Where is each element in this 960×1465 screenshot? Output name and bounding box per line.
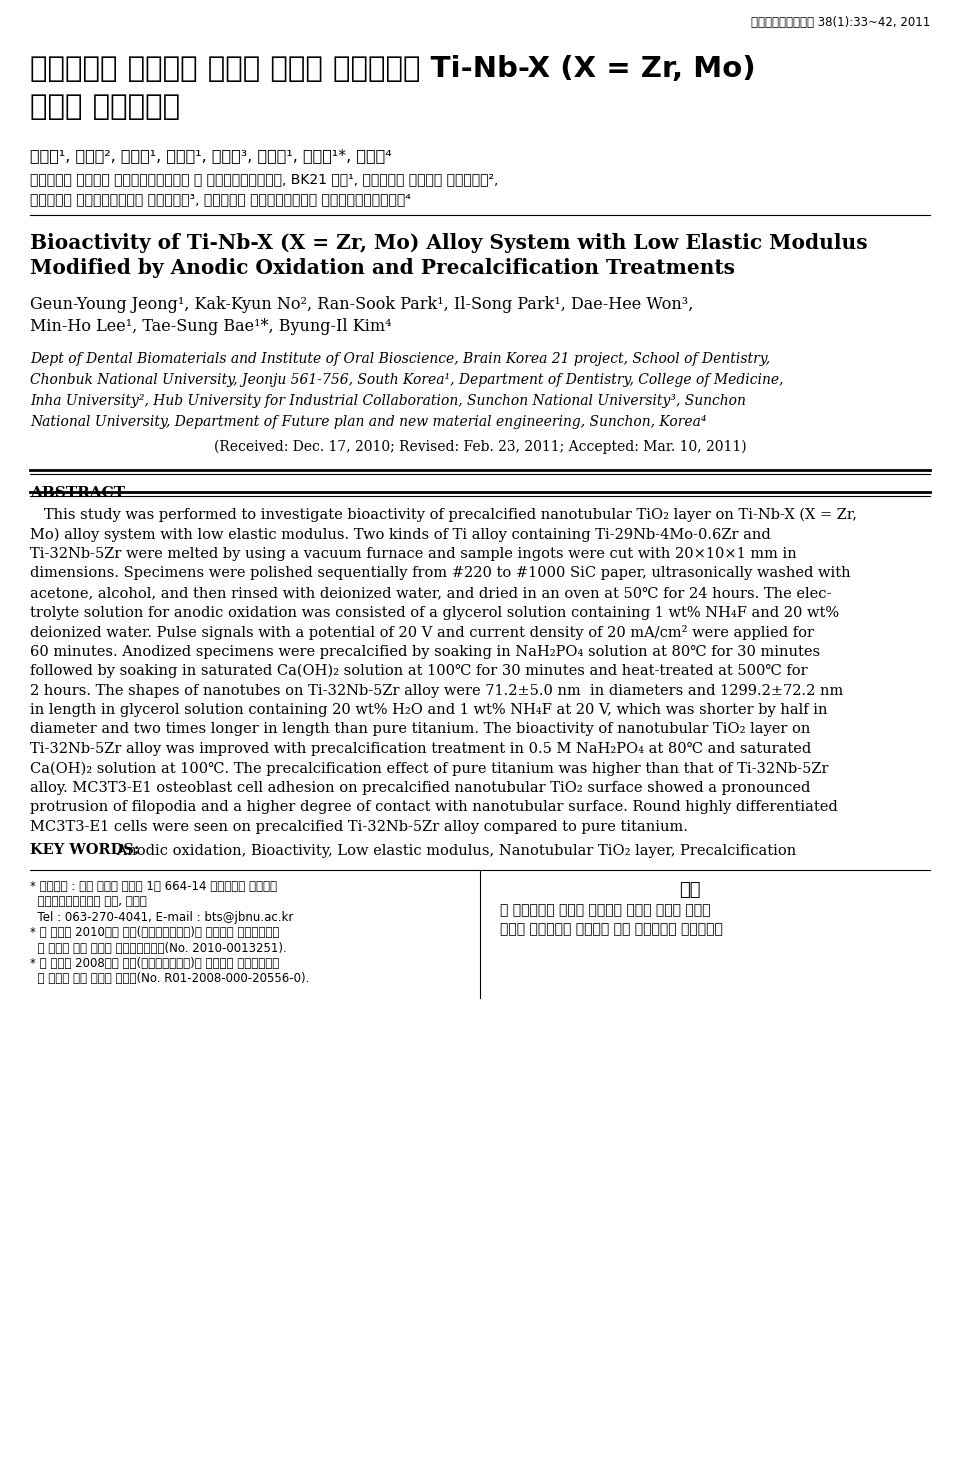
Text: Geun-Young Jeong¹, Kak-Kyun No², Ran-Sook Park¹, Il-Song Park¹, Dae-Hee Won³,: Geun-Young Jeong¹, Kak-Kyun No², Ran-Soo… bbox=[30, 296, 693, 314]
Text: KEY WORDS:: KEY WORDS: bbox=[30, 844, 139, 857]
Text: 2 hours. The shapes of nanotubes on Ti-32Nb-5Zr alloy were 71.2±5.0 nm  in diame: 2 hours. The shapes of nanotubes on Ti-3… bbox=[30, 684, 843, 697]
Text: 전북대학교 치과대학 치과생체재료학교실 및 구강생체과학연구소, BK21 사업¹, 인하대학교 의과대학 치과학교실²,: 전북대학교 치과대학 치과생체재료학교실 및 구강생체과학연구소, BK21 사… bbox=[30, 171, 498, 186]
Text: Anodic oxidation, Bioactivity, Low elastic modulus, Nanotubular TiO₂ layer, Prec: Anodic oxidation, Bioactivity, Low elast… bbox=[112, 844, 796, 857]
Text: Min-Ho Lee¹, Tae-Sung Bae¹*, Byung-Il Kim⁴: Min-Ho Lee¹, Tae-Sung Bae¹*, Byung-Il Ki… bbox=[30, 318, 392, 335]
Text: * 이 논문은 2010년도 정부(교육과학기술부)의 재원으로 한국연구재단: * 이 논문은 2010년도 정부(교육과학기술부)의 재원으로 한국연구재단 bbox=[30, 926, 279, 939]
Text: 치과생체재료학교실 교수, 배태성: 치과생체재료학교실 교수, 배태성 bbox=[30, 895, 147, 908]
Text: (Received: Dec. 17, 2010; Revised: Feb. 23, 2011; Accepted: Mar. 10, 2011): (Received: Dec. 17, 2010; Revised: Feb. … bbox=[214, 440, 746, 454]
Text: National University, Department of Future plan and new material engineering, Sun: National University, Department of Futur… bbox=[30, 415, 707, 429]
Text: This study was performed to investigate bioactivity of precalcified nanotubular : This study was performed to investigate … bbox=[30, 508, 857, 523]
Text: dimensions. Specimens were polished sequentially from #220 to #1000 SiC paper, u: dimensions. Specimens were polished sequ… bbox=[30, 567, 851, 580]
Text: Bioactivity of Ti-Nb-X (X = Zr, Mo) Alloy System with Low Elastic Modulus: Bioactivity of Ti-Nb-X (X = Zr, Mo) Allo… bbox=[30, 233, 868, 253]
Text: Tel : 063-270-4041, E-mail : bts@jbnu.ac.kr: Tel : 063-270-4041, E-mail : bts@jbnu.ac… bbox=[30, 911, 294, 923]
Text: 정근영¹, 노각균², 박란숙¹, 박일송¹, 원대희³, 이민호¹, 배태성¹*, 김병일⁴: 정근영¹, 노각균², 박란숙¹, 박일송¹, 원대희³, 이민호¹, 배태성¹… bbox=[30, 148, 392, 163]
Text: Mo) alloy system with low elastic modulus. Two kinds of Ti alloy containing Ti-2: Mo) alloy system with low elastic modulu… bbox=[30, 527, 771, 542]
Text: Ti-32Nb-5Zr were melted by using a vacuum furnace and sample ingots were cut wit: Ti-32Nb-5Zr were melted by using a vacuu… bbox=[30, 546, 797, 561]
Text: deionized water. Pulse signals with a potential of 20 V and current density of 2: deionized water. Pulse signals with a po… bbox=[30, 626, 814, 640]
Text: 합금의 생체활성도: 합금의 생체활성도 bbox=[30, 92, 180, 122]
Text: trolyte solution for anodic oxidation was consisted of a glycerol solution conta: trolyte solution for anodic oxidation wa… bbox=[30, 605, 839, 620]
Text: ABSTRACT: ABSTRACT bbox=[30, 486, 125, 500]
Text: protrusion of filopodia and a higher degree of contact with nanotubular surface.: protrusion of filopodia and a higher deg… bbox=[30, 800, 838, 815]
Text: Chonbuk National University, Jeonju 561-756, South Korea¹, Department of Dentist: Chonbuk National University, Jeonju 561-… bbox=[30, 374, 783, 387]
Text: Modified by Anodic Oxidation and Precalcification Treatments: Modified by Anodic Oxidation and Precalc… bbox=[30, 258, 735, 278]
Text: * 이 논문은 2008년도 정부(교육과학기술부)의 재원으로 한국과학재단: * 이 논문은 2008년도 정부(교육과학기술부)의 재원으로 한국과학재단 bbox=[30, 957, 279, 970]
Text: 의 지원을 받아 수행된 연구임(No. R01-2008-000-20556-0).: 의 지원을 받아 수행된 연구임(No. R01-2008-000-20556-… bbox=[30, 973, 309, 986]
Text: 의 지원을 받아 수행된 기초연구사업임(No. 2010-0013251).: 의 지원을 받아 수행된 기초연구사업임(No. 2010-0013251). bbox=[30, 942, 287, 955]
Text: 순 타이타늄과 일부의 타이타늄 합금은 우수한 생체적: 순 타이타늄과 일부의 타이타늄 합금은 우수한 생체적 bbox=[500, 904, 710, 917]
Text: 대한치과기재학회지 38(1):33~42, 2011: 대한치과기재학회지 38(1):33~42, 2011 bbox=[751, 16, 930, 29]
Text: alloy. MC3T3-E1 osteoblast cell adhesion on precalcified nanotubular TiO₂ surfac: alloy. MC3T3-E1 osteoblast cell adhesion… bbox=[30, 781, 810, 795]
Text: Ti-32Nb-5Zr alloy was improved with precalcification treatment in 0.5 M NaH₂PO₄ : Ti-32Nb-5Zr alloy was improved with prec… bbox=[30, 741, 811, 756]
Text: * 교신저자 : 전북 전주시 덕진동 1가 664-14 전북대학교 치과대학: * 교신저자 : 전북 전주시 덕진동 1가 664-14 전북대학교 치과대학 bbox=[30, 879, 277, 892]
Text: 양극산화와 전석회화 처리로 개질한 저탄성계수 Ti-Nb-X (X = Zr, Mo): 양극산화와 전석회화 처리로 개질한 저탄성계수 Ti-Nb-X (X = Zr… bbox=[30, 56, 756, 84]
Text: Dept of Dental Biomaterials and Institute of Oral Bioscience, Brain Korea 21 pro: Dept of Dental Biomaterials and Institut… bbox=[30, 352, 770, 366]
Text: 서론: 서론 bbox=[680, 882, 701, 900]
Text: 60 minutes. Anodized specimens were precalcified by soaking in NaH₂PO₄ solution : 60 minutes. Anodized specimens were prec… bbox=[30, 645, 820, 658]
Text: Ca(OH)₂ solution at 100℃. The precalcification effect of pure titanium was highe: Ca(OH)₂ solution at 100℃. The precalcifi… bbox=[30, 762, 828, 776]
Text: Inha University², Hub University for Industrial Collaboration, Sunchon National : Inha University², Hub University for Ind… bbox=[30, 394, 746, 407]
Text: 합성과 골전도성의 특성으로 인해 정형외과와 치과소재로: 합성과 골전도성의 특성으로 인해 정형외과와 치과소재로 bbox=[500, 923, 723, 936]
Text: in length in glycerol solution containing 20 wt% H₂O and 1 wt% NH₄F at 20 V, whi: in length in glycerol solution containin… bbox=[30, 703, 828, 716]
Text: acetone, alcohol, and then rinsed with deionized water, and dried in an oven at : acetone, alcohol, and then rinsed with d… bbox=[30, 586, 831, 601]
Text: 순천대학교 산학협력중심대학 육성사업단³, 순천대학교 신소재응용공학부 미래전략신소재공학과⁴: 순천대학교 산학협력중심대학 육성사업단³, 순천대학교 신소재응용공학부 미래… bbox=[30, 192, 411, 207]
Text: diameter and two times longer in length than pure titanium. The bioactivity of n: diameter and two times longer in length … bbox=[30, 722, 810, 737]
Text: followed by soaking in saturated Ca(OH)₂ solution at 100℃ for 30 minutes and hea: followed by soaking in saturated Ca(OH)₂… bbox=[30, 664, 807, 678]
Text: MC3T3-E1 cells were seen on precalcified Ti-32Nb-5Zr alloy compared to pure tita: MC3T3-E1 cells were seen on precalcified… bbox=[30, 820, 688, 834]
